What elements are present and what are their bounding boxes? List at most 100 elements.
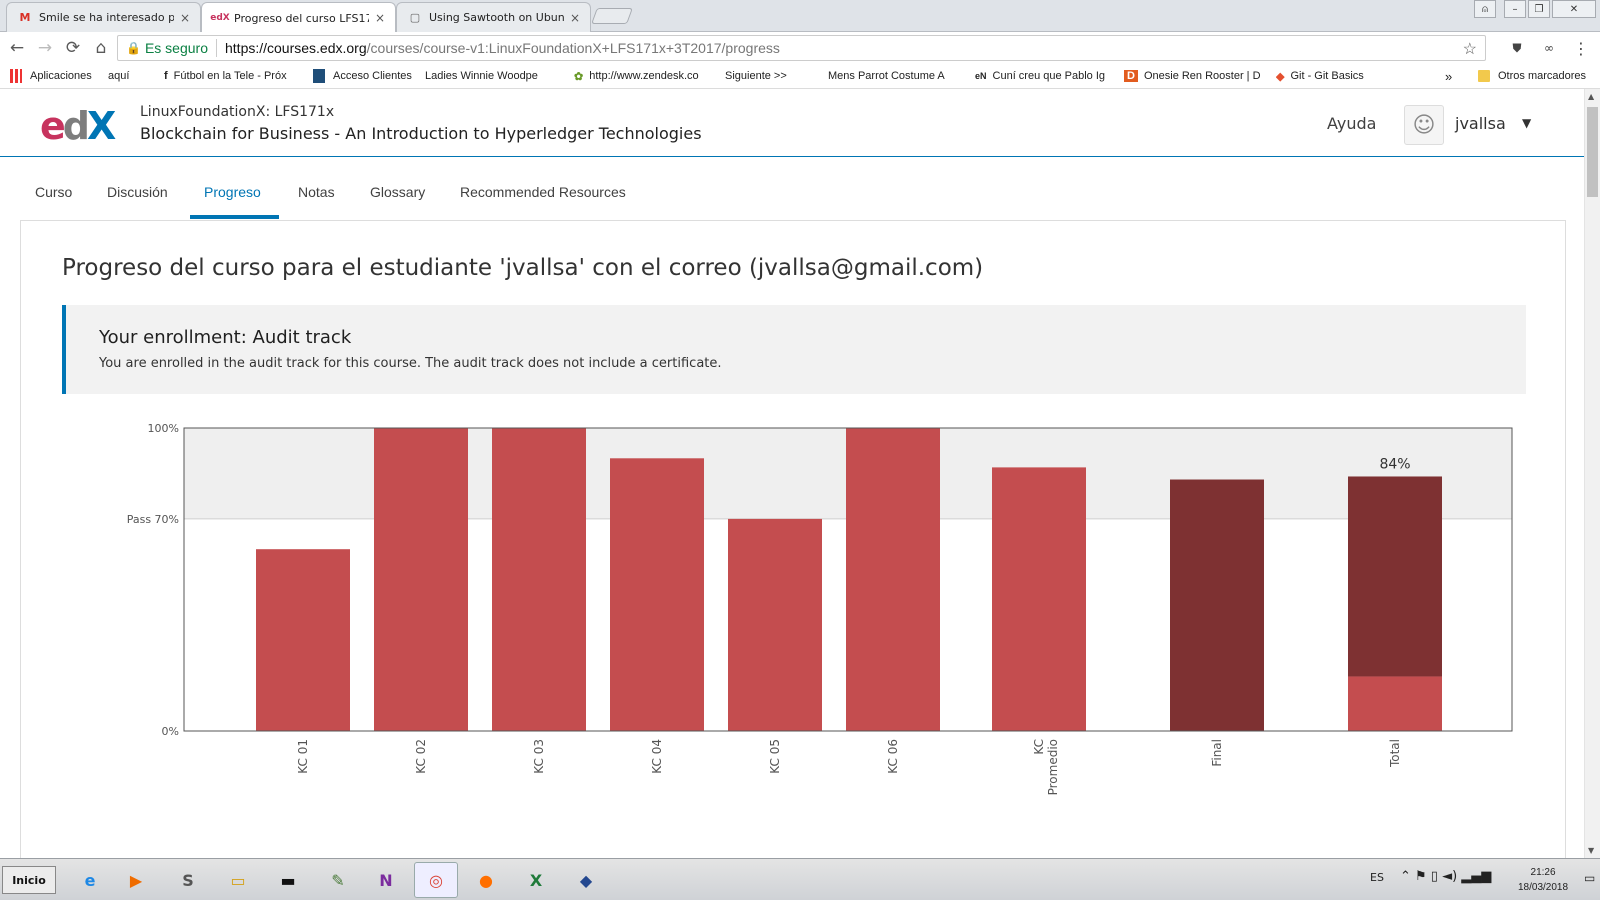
logo-letter: X: [86, 104, 116, 148]
bookmark-item[interactable]: ◆ Git - Git Basics: [1276, 67, 1386, 85]
reload-icon[interactable]: ⟳: [65, 38, 81, 58]
x-tick-label: KC 06: [886, 739, 900, 774]
pass-label: Pass 70%: [127, 513, 179, 526]
lock-icon: 🔒: [126, 41, 141, 55]
bookmark-item[interactable]: f Fútbol en la Tele - Próx: [164, 67, 299, 85]
gmail-icon: M: [19, 11, 31, 24]
system-clock[interactable]: 21:26 18/03/2018: [1518, 865, 1568, 895]
editor-icon[interactable]: ✎: [331, 870, 345, 890]
tab-notas[interactable]: Notas: [298, 184, 335, 200]
extension-icon[interactable]: ⛊: [1512, 40, 1522, 55]
address-bar[interactable]: 🔒 Es seguro https://courses.edx.org /cou…: [117, 35, 1486, 61]
bar-kc-06: [846, 428, 940, 731]
bar-total-final-part: [1348, 476, 1442, 677]
scrollbar-thumb[interactable]: [1587, 107, 1598, 197]
browser-tabstrip: M Smile se ha interesado por × edX Progr…: [0, 0, 1600, 33]
minimize-button[interactable]: –: [1504, 0, 1526, 18]
browser-tab-edx[interactable]: edX Progreso del curso LFS171x ×: [201, 2, 396, 33]
bookmarks-overflow-button[interactable]: »: [1445, 68, 1453, 84]
x-tick-label: KC 03: [532, 739, 546, 774]
explorer-icon[interactable]: ▭: [230, 870, 246, 890]
terminal-icon[interactable]: ▬: [280, 870, 296, 890]
bookmark-item[interactable]: Aplicaciones: [10, 67, 102, 85]
tab-progreso[interactable]: Progreso: [204, 184, 261, 200]
enrollment-message: You are enrolled in the audit track for …: [99, 356, 722, 371]
course-org: LinuxFoundationX: LFS171x: [140, 104, 335, 120]
tray-icons[interactable]: ⌃ ⚑ ▯ ◄) ▂▄▆: [1400, 869, 1492, 884]
chevron-down-icon[interactable]: ▼: [1522, 116, 1532, 130]
flag-icon: [313, 69, 325, 83]
browser-tab-gmail[interactable]: M Smile se ha interesado por ×: [6, 2, 201, 32]
firefox-icon[interactable]: ●: [479, 870, 493, 890]
forward-icon[interactable]: →: [37, 38, 53, 58]
tab-discusion[interactable]: Discusión: [107, 184, 168, 200]
onenote-icon[interactable]: N: [379, 870, 393, 890]
close-tab-icon[interactable]: ×: [179, 10, 190, 25]
other-bookmarks[interactable]: Otros marcadores: [1478, 67, 1598, 85]
tab-glossary[interactable]: Glossary: [370, 184, 426, 200]
facebook-icon: f: [164, 70, 168, 82]
d-icon: D: [1124, 70, 1138, 82]
bookmark-item[interactable]: eN Cuní creu que Pablo Ig: [975, 67, 1115, 85]
git-icon: ◆: [1276, 70, 1285, 83]
bookmark-star-icon[interactable]: ☆: [1462, 41, 1477, 58]
x-tick-label: KC: [1032, 739, 1046, 755]
x-tick-label: KC 02: [414, 739, 428, 774]
logo-letter: e: [40, 104, 66, 148]
language-indicator[interactable]: ES: [1370, 871, 1384, 884]
course-name: Blockchain for Business - An Introductio…: [140, 124, 702, 143]
show-desktop-icon[interactable]: ▭: [1584, 871, 1596, 885]
bookmark-item[interactable]: Acceso Clientes: [313, 67, 423, 85]
start-button[interactable]: Inicio: [2, 866, 56, 894]
avatar[interactable]: ☺: [1404, 105, 1444, 145]
back-icon[interactable]: ←: [9, 38, 25, 58]
bookmark-item[interactable]: Ladies Winnie Woodpe: [425, 67, 563, 85]
home-icon[interactable]: ⌂: [95, 38, 107, 58]
menu-icon[interactable]: ⋮: [1573, 38, 1589, 58]
close-tab-icon[interactable]: ×: [374, 11, 385, 25]
bookmark-label: Acceso Clientes: [333, 70, 412, 82]
y-tick-label: 0%: [162, 725, 179, 738]
media-player-icon[interactable]: ▶: [129, 870, 143, 890]
excel-icon[interactable]: X: [529, 870, 543, 890]
en-icon: eN: [975, 71, 987, 81]
active-tab-indicator: [190, 215, 279, 219]
tab-recommended-resources[interactable]: Recommended Resources: [460, 184, 626, 200]
clock-date: 18/03/2018: [1518, 882, 1569, 893]
tab-curso[interactable]: Curso: [35, 184, 73, 200]
bookmark-label: Otros marcadores: [1498, 70, 1587, 82]
help-link[interactable]: Ayuda: [1327, 114, 1377, 133]
bookmark-item[interactable]: ✿ http://www.zendesk.co: [574, 67, 712, 85]
close-tab-icon[interactable]: ×: [569, 10, 580, 25]
bookmark-label: Siguiente >>: [725, 70, 787, 82]
virtualbox-icon[interactable]: ◆: [579, 870, 593, 890]
browser-tab-title: Smile se ha interesado por: [39, 11, 174, 24]
bookmark-label: Onesie Ren Rooster | D: [1143, 70, 1261, 82]
divider: [216, 39, 217, 57]
extension-icon[interactable]: ∞: [1544, 41, 1554, 55]
close-window-button[interactable]: ✕: [1552, 0, 1596, 18]
scroll-down-icon[interactable]: ▼: [1588, 846, 1595, 855]
chrome-icon[interactable]: ◎: [414, 862, 458, 898]
plot-frame: [183, 427, 1513, 732]
bookmark-item[interactable]: D Onesie Ren Rooster | D: [1124, 67, 1264, 85]
page-scrollbar[interactable]: ▲ ▼: [1584, 89, 1600, 858]
browser-tab-sawtooth[interactable]: ▢ Using Sawtooth on Ubuntu ×: [396, 2, 591, 32]
enrollment-title: Your enrollment: Audit track: [99, 327, 352, 348]
bar-kc-promedio: [992, 467, 1086, 731]
bookmark-item[interactable]: Siguiente >>: [725, 67, 825, 85]
bookmark-label: Fútbol en la Tele - Próx: [173, 70, 287, 82]
sublime-icon[interactable]: S: [182, 870, 194, 890]
course-tabs: Curso Discusión Progreso Notas Glossary …: [20, 157, 1565, 220]
ie-icon[interactable]: e: [84, 870, 96, 890]
username[interactable]: jvallsa: [1455, 114, 1506, 133]
profile-icon[interactable]: ⍝: [1474, 0, 1496, 18]
bookmark-item[interactable]: aquí: [108, 67, 156, 85]
bookmark-item[interactable]: Mens Parrot Costume A: [828, 67, 964, 85]
browser-toolbar: ← → ⟳ ⌂ 🔒 Es seguro https://courses.edx.…: [0, 32, 1600, 63]
new-tab-button[interactable]: [591, 8, 633, 24]
x-tick-label: Total: [1388, 739, 1402, 768]
maximize-button[interactable]: ❐: [1528, 0, 1550, 18]
scroll-up-icon[interactable]: ▲: [1588, 92, 1595, 101]
edx-logo[interactable]: edX: [40, 104, 116, 148]
